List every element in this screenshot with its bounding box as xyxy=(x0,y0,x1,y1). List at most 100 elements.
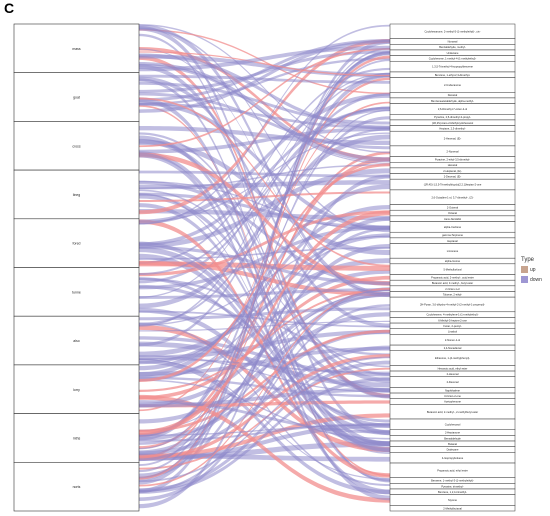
flow-up xyxy=(139,324,390,453)
flow-down xyxy=(139,24,390,154)
left-node-label: lorry xyxy=(73,388,80,392)
right-node: Benzeneacetaldehyde, alpha-methyl- xyxy=(389,97,516,104)
right-node: alpha-Cedrene xyxy=(389,221,516,233)
flow-down xyxy=(139,127,390,154)
flow-down xyxy=(139,357,390,374)
right-node-label: 2-Methylbutanal xyxy=(443,506,462,510)
flow-up xyxy=(139,287,390,487)
flow-up xyxy=(139,191,390,202)
flow-up xyxy=(139,51,390,77)
flow-down xyxy=(139,241,390,428)
right-node-label: 2-Nonen-1-ol xyxy=(445,338,461,342)
right-node-label: Propanoic acid, ethyl ester xyxy=(437,468,468,472)
right-node-label: Cyclohexene, 4-methylene-1-(1-methylethy… xyxy=(427,313,479,317)
flow-down xyxy=(139,106,390,276)
flow-down xyxy=(139,312,390,424)
flow-down xyxy=(139,76,390,328)
flow-down xyxy=(139,189,390,368)
flow-down xyxy=(139,288,390,299)
left-node-label: tunne xyxy=(72,290,81,294)
right-node-label: 2-Decenal, (E)- xyxy=(444,174,462,178)
right-node: Pyrazine, 2,5-dimethyl-3-propyl- xyxy=(389,114,516,121)
right-node-label: 6-Methyl-5-hepten-2-one xyxy=(438,318,467,322)
flow-down xyxy=(139,423,390,442)
right-node: Pyrazine, 2-ethyl-3,5-dimethyl- xyxy=(389,156,516,163)
right-node: Pyrazine, trimethyl- xyxy=(389,483,516,490)
panel-label: C xyxy=(4,0,15,16)
flow-down xyxy=(139,225,390,290)
right-node: 6-Methyl-5-hepten-2-one xyxy=(389,317,516,324)
flow-down xyxy=(139,74,390,84)
right-node-label: Pyrazine, 2-ethyl-3,5-dimethyl- xyxy=(435,158,470,162)
left-node: lorry xyxy=(13,364,140,414)
right-node: Hexanoic acid, ethyl ester xyxy=(389,365,516,372)
right-node: Cyclohexanol xyxy=(389,418,516,430)
flow-down xyxy=(139,101,390,231)
legend: Type up down xyxy=(521,257,549,286)
flow-down xyxy=(139,205,390,371)
right-node-label: Heptanal xyxy=(447,239,458,243)
right-node: 2H-Pyran, 3,6-dihydro-4-methyl-2-(2-meth… xyxy=(389,296,516,313)
right-node-label: Cyclohexene, 1-methyl-4-(1-methylethyl)- xyxy=(429,57,477,61)
flow-down xyxy=(139,62,390,163)
right-node-label: 2-Decenal xyxy=(447,380,459,384)
right-node: 2-Methylbutanal xyxy=(389,505,516,512)
right-node: Cyclohexene, 4-methylene-1-(1-methylethy… xyxy=(389,311,516,318)
flow-down xyxy=(139,400,390,434)
flow-down xyxy=(139,377,390,494)
right-node-label: Butanoic acid, 3-methyl-, butyl ester xyxy=(432,281,473,285)
flow-down xyxy=(139,132,390,223)
flow-down xyxy=(139,40,390,113)
right-node: Benzene, 1,2,4-trimethyl- xyxy=(389,488,516,495)
flow-down xyxy=(139,307,390,321)
legend-label-down: down xyxy=(530,276,542,283)
right-node-label: Benzene, 1-ethyl-2,3-dimethyl- xyxy=(435,73,470,77)
right-node-label: Acetophenone xyxy=(444,400,461,404)
flow-down xyxy=(139,307,390,446)
right-node: Dodecane xyxy=(389,446,516,453)
right-node: 2-Undecanone xyxy=(389,77,516,93)
right-node: Heptane, 2,3-dimethyl- xyxy=(389,125,516,132)
left-node-label: fored xyxy=(73,242,81,246)
flow-down xyxy=(139,57,390,105)
flow-up xyxy=(139,354,390,461)
right-node-label: 2-Hexenal, (E)- xyxy=(444,137,462,141)
right-node: 2-Heptenal, (E)- xyxy=(389,167,516,174)
flow-down xyxy=(139,135,390,447)
flow-down xyxy=(139,356,390,483)
flow-down xyxy=(139,341,390,388)
flow-down xyxy=(139,45,390,72)
right-node: alpha-Ionone xyxy=(389,257,516,265)
right-node: 2-Decenal xyxy=(389,376,516,388)
left-node: tunne xyxy=(13,267,140,317)
right-node: Butanoic acid, 2-methyl-, 2-methylbutyl … xyxy=(389,404,516,420)
right-node-label: Butanal xyxy=(448,442,457,446)
right-node: 2-Decenal, (E)- xyxy=(389,173,516,180)
right-node: 2-Octenal xyxy=(389,204,516,211)
right-node: 2,4-Nonadienal xyxy=(389,344,516,351)
right-node-label: Octanal xyxy=(448,211,457,215)
right-node-label: 2-Octenal xyxy=(447,206,459,210)
right-node-label: Ethanone, 1-(4-methylphenyl)- xyxy=(435,356,470,360)
flow-down xyxy=(139,116,390,437)
right-node: 2,6-Dimethyl-7-octen-2-ol xyxy=(389,103,516,115)
right-node-label: Furan, 2-pentyl- xyxy=(443,324,461,328)
right-node-label: trans-Nerolidol xyxy=(444,217,461,221)
right-node-label: Benzene, 1,2,4-trimethyl- xyxy=(438,490,467,494)
flow-up xyxy=(139,210,390,277)
right-node: Butanoic acid, 3-methyl-, butyl ester xyxy=(389,279,516,287)
right-node-label: Cyclohexanone, 2-methyl-5-(1-methylethyl… xyxy=(425,29,481,33)
flow-down xyxy=(139,170,390,178)
right-node: Linalool xyxy=(389,328,516,335)
flow-down xyxy=(139,24,390,298)
legend-label-up: up xyxy=(530,266,536,273)
right-node-label: (1R,2S)-trans-2-Methylcyclohexanol xyxy=(432,121,474,125)
flow-down xyxy=(139,151,390,452)
right-node: Nonanal xyxy=(389,38,516,45)
right-node: Furan, 2-pentyl- xyxy=(389,322,516,329)
flow-down xyxy=(139,25,390,436)
right-node: Cyclohexene, 1-methyl-4-(1-methylethyl)- xyxy=(389,55,516,62)
flow-down xyxy=(139,27,390,233)
flow-up xyxy=(139,97,390,267)
